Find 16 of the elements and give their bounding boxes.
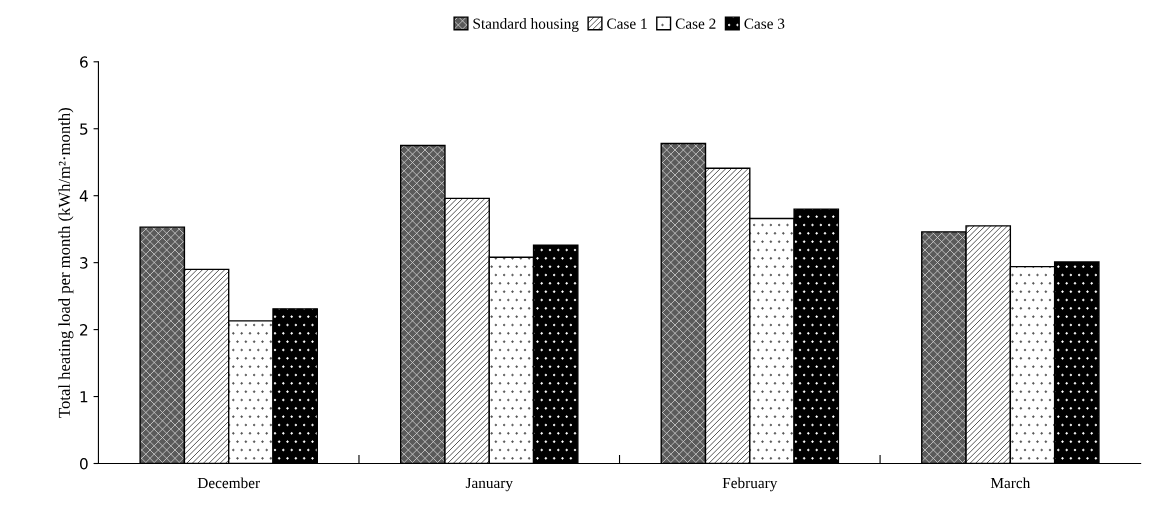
y-tick-label: 6: [80, 56, 88, 68]
x-tick-label: December: [197, 477, 260, 489]
x-tick-label: January: [465, 477, 513, 492]
y-tick-label: 0: [79, 457, 88, 470]
x-tick-label: March: [990, 477, 1031, 489]
legend-label: Standard housing: [473, 18, 579, 32]
y-tick-label: 3: [80, 257, 88, 269]
legend-label: Case 2: [675, 18, 716, 29]
y-tick-label: 2: [80, 324, 88, 336]
x-tick-label: February: [722, 477, 778, 492]
y-tick-label: 4: [79, 190, 88, 202]
y-tick-label: 1: [80, 391, 88, 403]
y-tick-label: 5: [80, 123, 88, 135]
legend-label: Case 3: [744, 18, 785, 29]
legend-label: Case 1: [607, 18, 647, 29]
y-axis-title: Total heating load per month (kWh/m²·month): [58, 108, 74, 418]
